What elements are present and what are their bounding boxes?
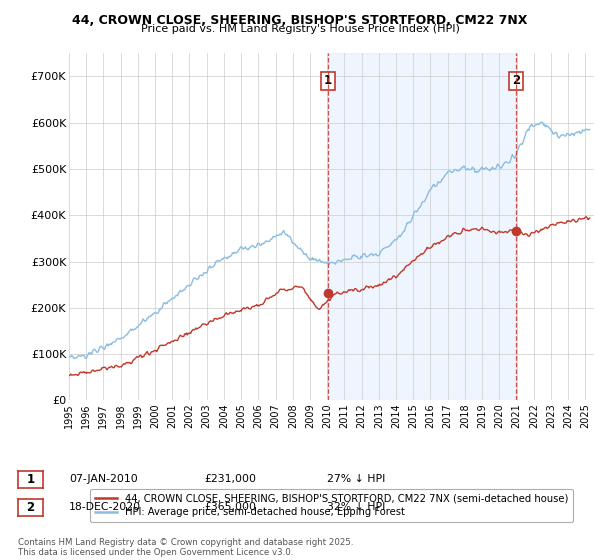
- Text: 2: 2: [26, 501, 35, 514]
- Text: 1: 1: [324, 74, 332, 87]
- Text: 1: 1: [26, 473, 35, 486]
- Text: 2: 2: [512, 74, 520, 87]
- Text: Contains HM Land Registry data © Crown copyright and database right 2025.
This d: Contains HM Land Registry data © Crown c…: [18, 538, 353, 557]
- Text: £365,000: £365,000: [204, 502, 256, 512]
- Text: 07-JAN-2010: 07-JAN-2010: [69, 474, 138, 484]
- Text: 27% ↓ HPI: 27% ↓ HPI: [327, 474, 385, 484]
- Legend: 44, CROWN CLOSE, SHEERING, BISHOP'S STORTFORD, CM22 7NX (semi-detached house), H: 44, CROWN CLOSE, SHEERING, BISHOP'S STOR…: [90, 489, 573, 522]
- Text: 32% ↓ HPI: 32% ↓ HPI: [327, 502, 385, 512]
- Text: 44, CROWN CLOSE, SHEERING, BISHOP'S STORTFORD, CM22 7NX: 44, CROWN CLOSE, SHEERING, BISHOP'S STOR…: [73, 14, 527, 27]
- Text: Price paid vs. HM Land Registry's House Price Index (HPI): Price paid vs. HM Land Registry's House …: [140, 24, 460, 34]
- Text: £231,000: £231,000: [204, 474, 256, 484]
- Text: 18-DEC-2020: 18-DEC-2020: [69, 502, 141, 512]
- Bar: [328, 53, 516, 400]
